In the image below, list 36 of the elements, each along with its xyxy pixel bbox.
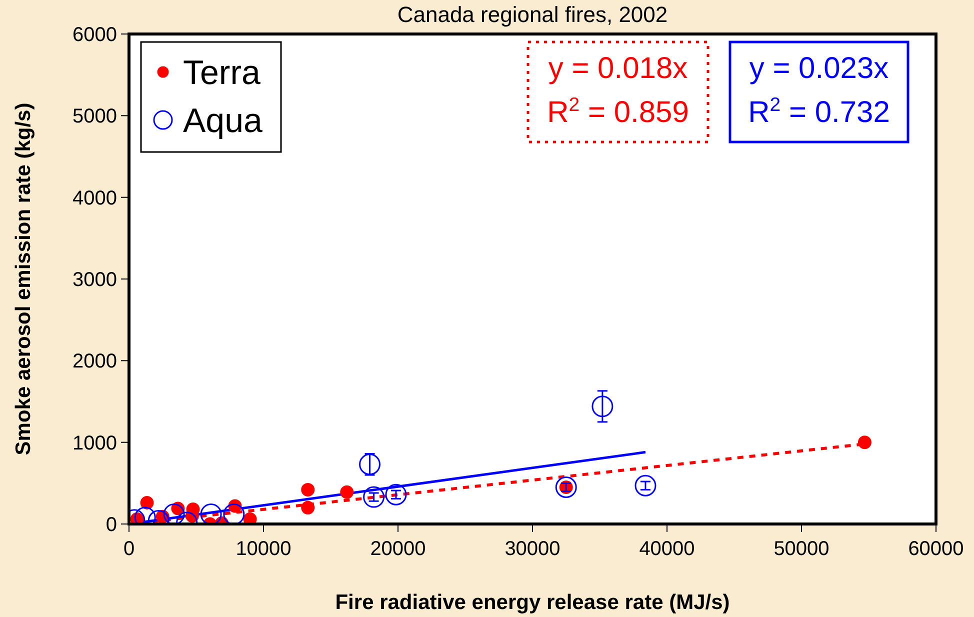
point [592,396,614,418]
legend-label: Terra [183,54,261,92]
y-tick-label: 6000 [72,24,117,46]
legend-label: Aqua [183,102,262,140]
point [301,500,315,514]
y-axis-title: Smoke aerosol emission rate (kg/s) [12,102,35,456]
y-tick-label: 5000 [72,106,117,128]
y-tick-label: 4000 [72,187,117,210]
y-tick-label: 0 [106,514,117,536]
x-tick-label: 60000 [908,538,964,560]
point [359,454,381,476]
y-tick-label: 1000 [72,432,117,454]
point [243,512,257,524]
x-tick-label: 40000 [639,538,695,560]
point [858,436,872,450]
point [163,503,185,524]
x-tick-label: 20000 [370,538,426,560]
x-tick-label: 10000 [236,538,292,560]
point [301,482,315,496]
y-tick-label: 3000 [72,269,117,291]
point [200,503,222,524]
point [385,484,407,506]
x-tick-label: 50000 [774,538,830,560]
x-tick-label: 30000 [504,538,560,560]
chart-title: Canada regional fires, 2002 [397,2,668,27]
point [363,486,385,508]
point [140,496,154,510]
annotation: y = 0.023x R$^{2}$ = 0.732 [748,52,890,129]
x-axis-title: Fire radiative energy release rate (MJ/s) [335,591,730,614]
point [340,485,354,499]
point [223,503,245,524]
annotation: y = 0.018x R$^{2}$ = 0.859 [547,52,689,129]
x-tick-label: 0 [123,538,135,560]
point [555,476,577,498]
point [634,474,656,496]
y-tick-label: 2000 [72,350,117,373]
